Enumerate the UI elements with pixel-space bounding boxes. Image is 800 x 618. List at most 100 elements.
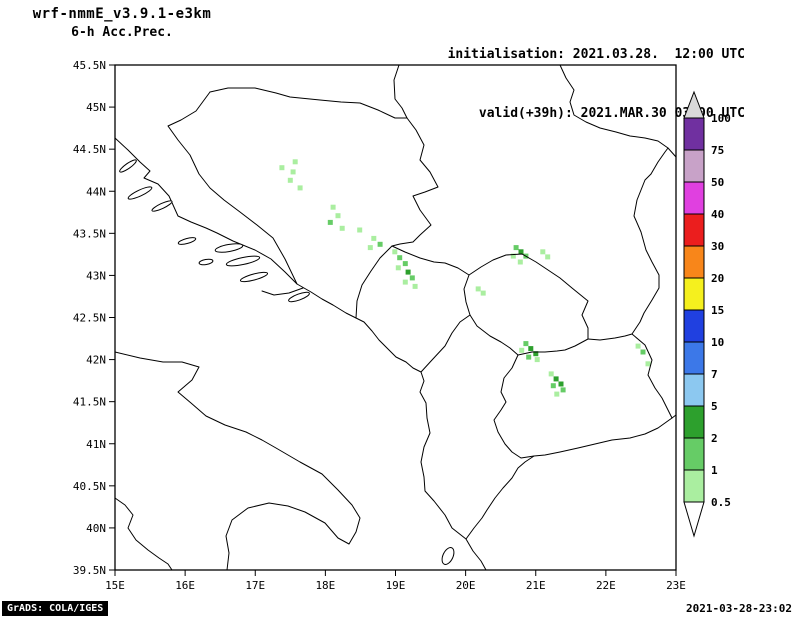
precip-cell <box>517 259 523 265</box>
precip-cell <box>510 253 516 259</box>
colorbar-label: 20 <box>711 272 724 285</box>
precip-cell <box>290 169 296 175</box>
precip-cell <box>533 351 539 357</box>
precip-cell <box>526 354 532 360</box>
precip-layer <box>279 159 651 397</box>
border-albania-greece <box>465 455 535 540</box>
colorbar-segment <box>683 277 705 311</box>
colorbar-segment <box>683 341 705 375</box>
title-block: wrf-nmmE_v3.9.1-e3km 6-h Acc.Prec. <box>8 6 236 40</box>
colorbar-segment <box>683 437 705 471</box>
colorbar-segment <box>683 405 705 439</box>
colorbar-segment <box>683 117 705 151</box>
border-timok <box>650 147 669 175</box>
colorbar-label: 75 <box>711 144 724 157</box>
colorbar-segment <box>683 213 705 247</box>
longitude-axis: 15E 16E 17E 18E 19E 20E 21E 22E 23E <box>105 570 686 592</box>
colorbar-label: 50 <box>711 176 724 189</box>
precip-cell <box>402 279 408 285</box>
island <box>119 159 137 173</box>
precip-cell <box>287 177 293 183</box>
island <box>198 258 214 266</box>
lat-tick-label: 43.5N <box>73 227 106 240</box>
colorbar-label: 15 <box>711 304 724 317</box>
precip-cell <box>518 249 524 255</box>
precip-cell <box>377 241 383 247</box>
map-frame <box>114 64 677 571</box>
colorbar-segment <box>683 245 705 279</box>
precip-cell <box>292 159 298 165</box>
lat-tick-label: 41N <box>86 438 106 451</box>
country-borders <box>167 64 677 540</box>
precip-cell <box>330 204 336 210</box>
colorbar-label: 2 <box>711 432 718 445</box>
precip-cell <box>548 371 554 377</box>
precip-cell <box>397 255 403 261</box>
border-bosnia-north-sava <box>209 87 408 119</box>
latitude-axis: 45.5N 45N 44.5N 44N 43.5N 43N 42.5N 42N 41.5N 41N… <box>73 59 115 577</box>
precip-cell <box>560 387 566 393</box>
border-kosovo-outline <box>463 253 589 356</box>
border-croatia-serbia <box>393 64 408 119</box>
precip-cell <box>405 269 411 275</box>
precip-cell <box>339 225 345 231</box>
island <box>151 200 173 212</box>
precip-cell <box>297 185 303 191</box>
coastlines <box>114 137 487 571</box>
border-bosnia-serbia-drina <box>391 117 439 247</box>
border-albania-macedonia <box>493 354 535 459</box>
precip-cell <box>480 290 486 296</box>
lon-tick-label: 16E <box>175 579 195 592</box>
precip-cell <box>550 383 556 389</box>
colorbar-segment <box>683 309 705 343</box>
border-bulgaria-greece <box>671 414 677 419</box>
grads-credit-stamp: GrADS: COLA/IGES <box>2 601 109 616</box>
corfu-island <box>441 547 455 565</box>
precip-cell <box>392 249 398 255</box>
precip-cell <box>402 261 408 267</box>
border-serbia-bulgaria <box>631 173 660 335</box>
border-croatia-bosnia <box>167 91 298 285</box>
lat-tick-label: 39.5N <box>73 564 106 577</box>
precip-cell <box>645 361 651 367</box>
border-montenegro-albania <box>420 314 471 373</box>
island <box>239 271 269 283</box>
lat-tick-label: 42.5N <box>73 312 106 325</box>
lon-tick-label: 23E <box>666 579 686 592</box>
border-macedonia-greece <box>533 417 673 457</box>
precip-cell <box>540 249 546 255</box>
precip-cell <box>367 245 373 251</box>
lon-tick-label: 18E <box>315 579 335 592</box>
colorbar-arrow-bottom <box>683 501 705 538</box>
island <box>177 237 197 245</box>
colorbar-segment <box>683 373 705 407</box>
lat-tick-label: 40.5N <box>73 480 106 493</box>
colorbar-label: 100 <box>711 112 731 125</box>
colorbar-label: 0.5 <box>711 496 731 509</box>
lon-tick-label: 21E <box>526 579 546 592</box>
lat-tick-label: 40N <box>86 522 106 535</box>
island <box>214 243 244 253</box>
lat-tick-label: 41.5N <box>73 396 106 409</box>
grads-credit-text: GrADS: COLA/IGES <box>7 603 104 614</box>
lat-tick-label: 42N <box>86 354 106 367</box>
precip-cell <box>554 391 560 397</box>
precip-cell <box>640 349 646 355</box>
lon-tick-label: 20E <box>456 579 476 592</box>
precip-cell <box>545 254 551 260</box>
precip-cell <box>371 235 377 241</box>
colorbar-segment <box>683 469 705 503</box>
lon-tick-label: 17E <box>245 579 265 592</box>
lat-tick-label: 43N <box>86 269 106 282</box>
init-time-label: initialisation: 2021.03.28. 12:00 UTC <box>447 47 745 62</box>
colorbar-segment <box>683 149 705 183</box>
italy-tyrrhenian-coastline <box>114 497 173 571</box>
adriatic-coastline <box>114 137 487 571</box>
lat-tick-label: 45N <box>86 101 106 114</box>
precip-cell <box>409 275 415 281</box>
border-montenegro-serbia <box>391 245 470 276</box>
colorbar-arrow-top <box>683 90 705 119</box>
lat-tick-label: 44N <box>86 185 106 198</box>
